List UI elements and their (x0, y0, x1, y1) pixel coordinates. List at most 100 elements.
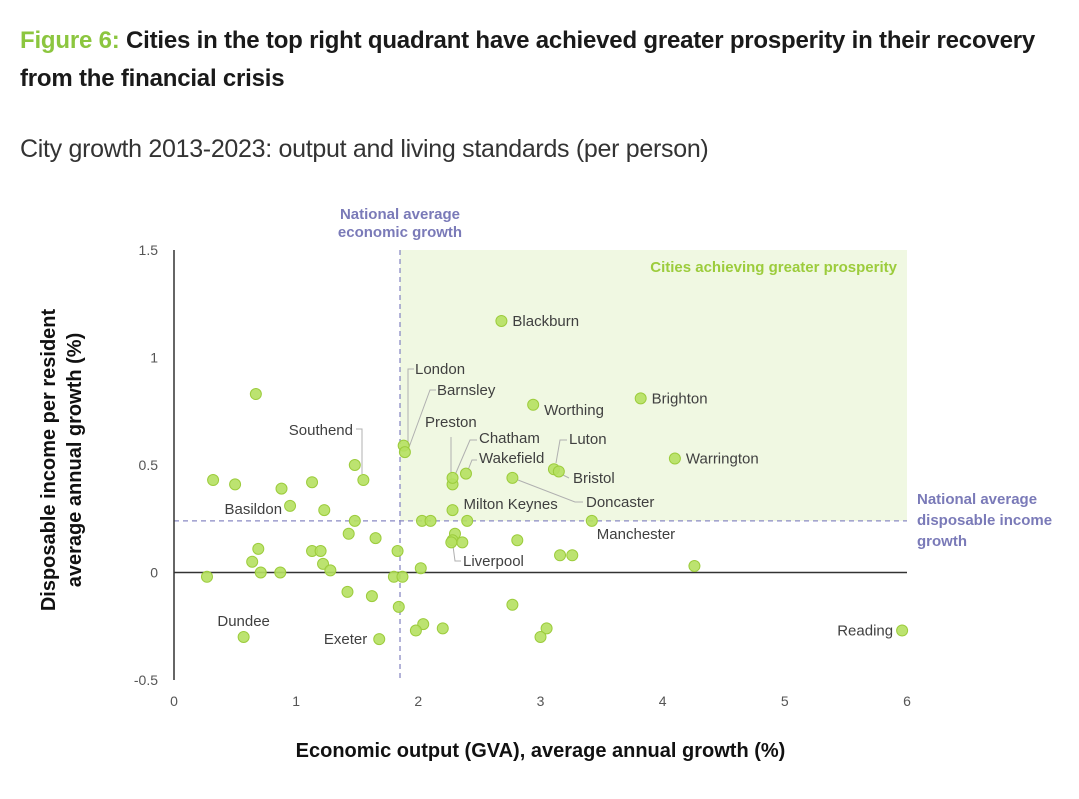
x-tick-label: 1 (292, 693, 300, 709)
data-point (252, 542, 265, 555)
data-point (324, 564, 337, 577)
economic-growth-ref-label: National average (340, 206, 460, 223)
data-point-barnsley (398, 446, 411, 459)
city-label-blackburn: Blackburn (512, 313, 579, 330)
data-point (461, 514, 474, 527)
data-point (318, 504, 331, 517)
data-point-chatham (446, 471, 459, 484)
data-point (436, 622, 449, 635)
data-point (369, 532, 382, 545)
data-point-dundee (237, 631, 250, 643)
data-point-milton-keynes (446, 504, 459, 517)
x-tick-label: 0 (170, 693, 178, 709)
x-axis-title: Economic output (GVA), average annual gr… (296, 740, 786, 762)
leader-line (356, 428, 363, 474)
city-label-manchester: Manchester (597, 526, 675, 543)
data-point (246, 555, 259, 568)
figure-title-text: Cities in the top right quadrant have ac… (20, 27, 1035, 92)
city-label-southend: Southend (289, 422, 353, 439)
leader-line (517, 479, 583, 503)
y-tick-label: 0 (150, 565, 158, 581)
y-tick-label: 1 (150, 350, 158, 366)
data-point (392, 600, 405, 613)
leader-line (452, 545, 461, 562)
x-tick-label: 4 (659, 693, 667, 709)
data-point (306, 476, 319, 489)
data-point (409, 624, 422, 637)
y-axis-title: Disposable income per resident average an… (38, 309, 86, 612)
data-point-warrington (668, 452, 681, 465)
chart-subtitle: City growth 2013-2023: output and living… (20, 135, 709, 163)
data-point (391, 545, 404, 557)
y-tick-label: 1.5 (139, 242, 159, 258)
city-label-doncaster: Doncaster (586, 494, 654, 511)
data-point (274, 566, 287, 579)
y-axis-title-line: average annual growth (%) (64, 333, 86, 588)
city-label-brighton: Brighton (652, 390, 708, 407)
city-label-exeter: Exeter (324, 631, 367, 648)
data-point-exeter (373, 633, 386, 646)
economic-growth-ref-label: economic growth (338, 224, 462, 241)
x-tick-label: 5 (781, 693, 789, 709)
data-point (534, 631, 547, 643)
city-label-milton-keynes: Milton Keynes (464, 496, 558, 513)
city-label-basildon: Basildon (225, 501, 283, 518)
data-point-reading (896, 624, 909, 637)
data-point (506, 598, 519, 611)
prosperity-quadrant-area (400, 250, 907, 521)
data-point (348, 514, 361, 527)
data-point (254, 566, 267, 579)
y-tick-label: 0.5 (139, 457, 159, 473)
city-labels: Blackburn Worthing Brighton Warrington Londo… (217, 313, 893, 648)
data-point-basildon (284, 499, 297, 512)
data-point-southend (357, 474, 370, 487)
axes: 0 1 2 3 4 5 6 -0.5 0 0.5 1 1.5 (134, 242, 911, 709)
leader-line (562, 474, 570, 479)
data-point (365, 590, 378, 603)
data-points (200, 314, 909, 646)
figure-title: Figure 6: Cities in the top right quadra… (20, 22, 1079, 98)
data-point (314, 545, 327, 557)
income-growth-ref-label: growth (917, 533, 967, 550)
data-point-wakefield (459, 467, 472, 480)
leader-line (467, 459, 477, 471)
data-point-doncaster (506, 471, 519, 484)
data-point (229, 478, 242, 491)
data-point (341, 585, 354, 598)
data-point (207, 474, 220, 487)
y-axis-title-line: Disposable income per resident (38, 309, 60, 612)
x-tick-label: 2 (414, 693, 422, 709)
data-point (249, 388, 262, 401)
city-label-dundee: Dundee (217, 613, 270, 630)
x-tick-label: 6 (903, 693, 911, 709)
data-point-brighton (634, 392, 647, 405)
data-point-manchester (585, 514, 598, 527)
data-point (200, 570, 213, 583)
data-point (511, 534, 524, 547)
label-leader-lines (356, 368, 583, 562)
data-point-liverpool (445, 536, 458, 549)
leader-line (555, 439, 567, 464)
city-label-chatham: Chatham (479, 430, 540, 447)
leader-line (407, 368, 414, 445)
data-point-bristol (552, 465, 565, 478)
data-point (540, 622, 553, 635)
x-tick-label: 3 (537, 693, 545, 709)
data-point (348, 459, 361, 471)
city-label-liverpool: Liverpool (463, 553, 524, 570)
city-label-preston: Preston (425, 414, 477, 431)
data-point (688, 560, 701, 573)
data-point (396, 570, 409, 583)
data-point (275, 482, 288, 495)
data-point-blackburn (495, 314, 508, 327)
leader-line (454, 439, 477, 476)
figure-number: Figure 6: (20, 27, 120, 54)
income-growth-ref-label: disposable income (917, 512, 1052, 529)
data-point (566, 549, 579, 562)
city-label-wakefield: Wakefield (479, 450, 544, 467)
city-label-reading: Reading (837, 623, 893, 640)
data-point (554, 549, 567, 562)
city-label-luton: Luton (569, 431, 607, 448)
